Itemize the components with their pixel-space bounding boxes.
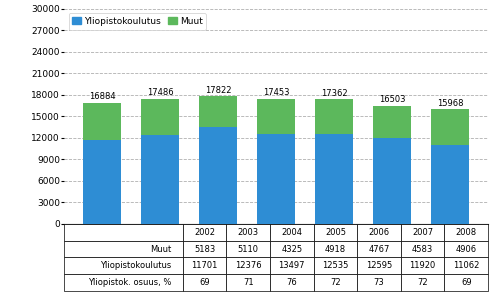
Bar xyxy=(199,127,237,224)
Bar xyxy=(315,133,353,224)
Text: 16884: 16884 xyxy=(89,92,115,101)
Text: 16503: 16503 xyxy=(379,95,405,104)
Bar xyxy=(83,140,121,224)
Bar xyxy=(431,109,469,145)
Bar xyxy=(315,99,353,133)
Bar xyxy=(431,145,469,224)
Bar xyxy=(257,134,295,224)
Bar xyxy=(141,135,179,224)
Bar xyxy=(83,103,121,140)
Text: 15968: 15968 xyxy=(437,99,463,108)
Bar xyxy=(257,99,295,134)
Text: 17362: 17362 xyxy=(321,89,348,98)
Bar xyxy=(373,138,411,224)
Text: 17453: 17453 xyxy=(263,88,289,97)
Text: 17822: 17822 xyxy=(205,86,231,95)
Legend: Yliopistokoulutus, Muut: Yliopistokoulutus, Muut xyxy=(69,13,206,30)
Text: 17486: 17486 xyxy=(147,88,174,97)
Bar xyxy=(199,96,237,127)
Bar xyxy=(141,98,179,135)
Bar xyxy=(373,106,411,138)
